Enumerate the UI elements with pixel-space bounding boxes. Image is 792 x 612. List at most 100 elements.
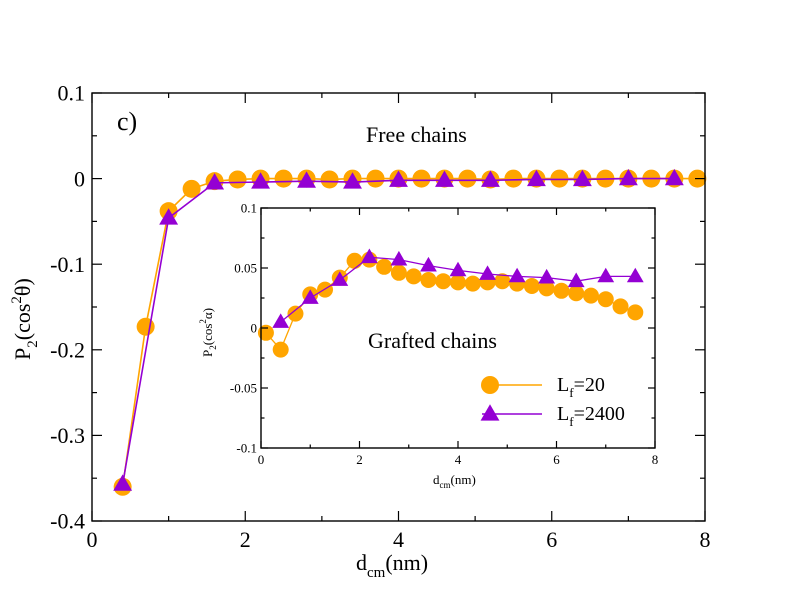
inset-series-lf20-point: [538, 280, 555, 297]
main-series-lf20-point: [504, 169, 523, 188]
main-series-lf2400-point: [572, 169, 592, 187]
main-x-tick-label: 4: [393, 527, 404, 552]
main-series-lf20-point: [274, 169, 293, 188]
main-y-tick-label: 0.1: [58, 81, 86, 106]
legend-lf20-base: L: [557, 374, 569, 396]
legend-lf20-sub: f: [569, 385, 574, 400]
main-series-lf20-point: [412, 169, 431, 188]
main-axes-layer: 0 2 4 6 8-0.4-0.3-0.2-0.100.1: [50, 81, 710, 552]
legend-lf2400-base: L: [557, 403, 569, 425]
inset-x-tick-label: 2: [356, 452, 363, 467]
inset-series-lf20-point: [420, 272, 437, 288]
main-series-lf2400-point: [113, 474, 133, 491]
main-series-lf20-point: [366, 169, 385, 188]
inset-x-axis-label: dcm(nm): [433, 472, 476, 490]
inset-series-lf2400-point: [538, 268, 556, 284]
inset-y-label-base: P: [200, 350, 215, 357]
main-series-lf20-point: [182, 179, 201, 198]
main-series-lf2400-point: [435, 170, 454, 187]
inset-y-axis-label: P2(cos2α): [198, 308, 218, 357]
main-y-label-close: θ): [10, 278, 35, 296]
inset-series-lf20-point: [287, 305, 304, 322]
main-series-lf2400-point: [159, 208, 179, 225]
inset-chart: 0 2 4 6 8 -0.1 -0.05 0 0.05 0.1 Grafted chains dc…: [198, 201, 658, 490]
inset-series-lf2400-point: [449, 261, 467, 277]
inset-y-label-close: α): [200, 308, 215, 319]
inset-series-lf2400-point: [301, 289, 319, 304]
inset-series-lf2400-point: [420, 256, 437, 272]
main-annotation-free-chains: Free chains: [366, 122, 467, 147]
inset-series-lf20-point: [376, 258, 393, 275]
main-y-tick-label: 0: [74, 166, 85, 191]
inset-series-lf2400-point: [479, 265, 496, 280]
inset-series-lf2400-point: [360, 248, 378, 264]
inset-series-lf20-point: [612, 298, 629, 315]
legend-lf20-marker: [481, 376, 499, 394]
legend-label-lf2400: Lf=2400: [557, 403, 625, 429]
inset-series-lf20-point: [390, 264, 407, 281]
legend-lf2400-rest: =2400: [574, 403, 625, 425]
main-y-axis-label: P2(cos2θ): [9, 278, 41, 360]
main-y-label-sub: 2: [25, 340, 41, 348]
inset-x-tick-label: 0: [258, 452, 265, 467]
inset-x-tick-label: 6: [553, 452, 560, 467]
inset-series-lf20-point: [464, 275, 481, 292]
inset-y-tick-label: 0: [251, 321, 258, 336]
legend-lf2400-sub: f: [569, 414, 574, 429]
inset-series-lf2400-point: [567, 272, 585, 288]
inset-x-tick-label: 8: [652, 452, 659, 467]
main-series-lf2400-point: [481, 170, 500, 187]
inset-series-lf2400-point: [508, 267, 526, 283]
main-y-tick-label: -0.3: [50, 423, 85, 448]
inset-y-label-sup: 2: [198, 319, 208, 324]
inset-series-lf2400-point: [626, 267, 644, 283]
inset-annotation-grafted-chains: Grafted chains: [368, 328, 497, 353]
inset-series-lf20-point: [435, 273, 452, 290]
inset-series-lf2400-point: [272, 313, 290, 328]
inset-y-tick-label: -0.1: [236, 441, 257, 456]
legend-lf2400-marker: [480, 404, 500, 421]
inset-y-tick-label: 0.1: [241, 201, 257, 216]
main-series-lf2400-point: [251, 172, 271, 189]
inset-y-label-sub: 2: [208, 345, 218, 350]
inset-x-label-sub: cm: [440, 480, 451, 490]
inset-y-tick-label: 0.05: [234, 261, 257, 276]
legend-markers: [480, 376, 542, 421]
legend-lf20-rest: =20: [574, 374, 605, 396]
inset-x-tick-label: 4: [455, 452, 462, 467]
inset-series-lf20-point: [272, 341, 289, 358]
main-y-label-sup: 2: [9, 296, 25, 304]
inset-x-label-rest: (nm): [451, 472, 476, 487]
inset-x-label-base: d: [433, 472, 440, 487]
main-y-tick-label: -0.1: [50, 252, 85, 277]
inset-series-lf2400-point: [331, 271, 349, 286]
inset-series-lf20-point: [346, 252, 363, 269]
main-x-label-rest: (nm): [385, 550, 428, 575]
main-y-label-base: P: [10, 348, 35, 360]
inset-series-lf20-point: [494, 273, 511, 290]
inset-series-lf20-point: [597, 291, 614, 308]
inset-axes-layer: 0 2 4 6 8 -0.1 -0.05 0 0.05 0.1: [230, 201, 658, 467]
main-x-label-base: d: [356, 550, 367, 575]
inset-series-lf2400-point: [597, 267, 615, 283]
inset-series-lf2400-point: [390, 250, 408, 266]
inset-y-tick-label: -0.05: [230, 381, 257, 396]
main-x-tick-label: 8: [700, 527, 711, 552]
main-series-lf2400-point: [389, 170, 408, 187]
main-series-lf20-point: [320, 170, 339, 189]
inset-y-label-open: (cos: [200, 324, 215, 346]
main-x-tick-label: 0: [87, 527, 98, 552]
inset-background: [261, 208, 655, 448]
main-series-lf2400-point: [205, 173, 225, 190]
main-y-tick-label: -0.4: [50, 509, 85, 534]
inset-series-lf20-point: [582, 287, 599, 304]
inset-series-lf20-point: [450, 274, 466, 291]
main-series-lf2400-point: [526, 169, 546, 187]
main-y-label-open: (cos: [10, 304, 35, 341]
main-series-lf2400-point: [618, 168, 638, 186]
inset-series-lf20-point: [257, 324, 274, 341]
main-series-lf20-point: [458, 169, 477, 188]
main-series-lf20-point: [550, 169, 569, 188]
inset-series-lf20-point: [405, 268, 422, 285]
